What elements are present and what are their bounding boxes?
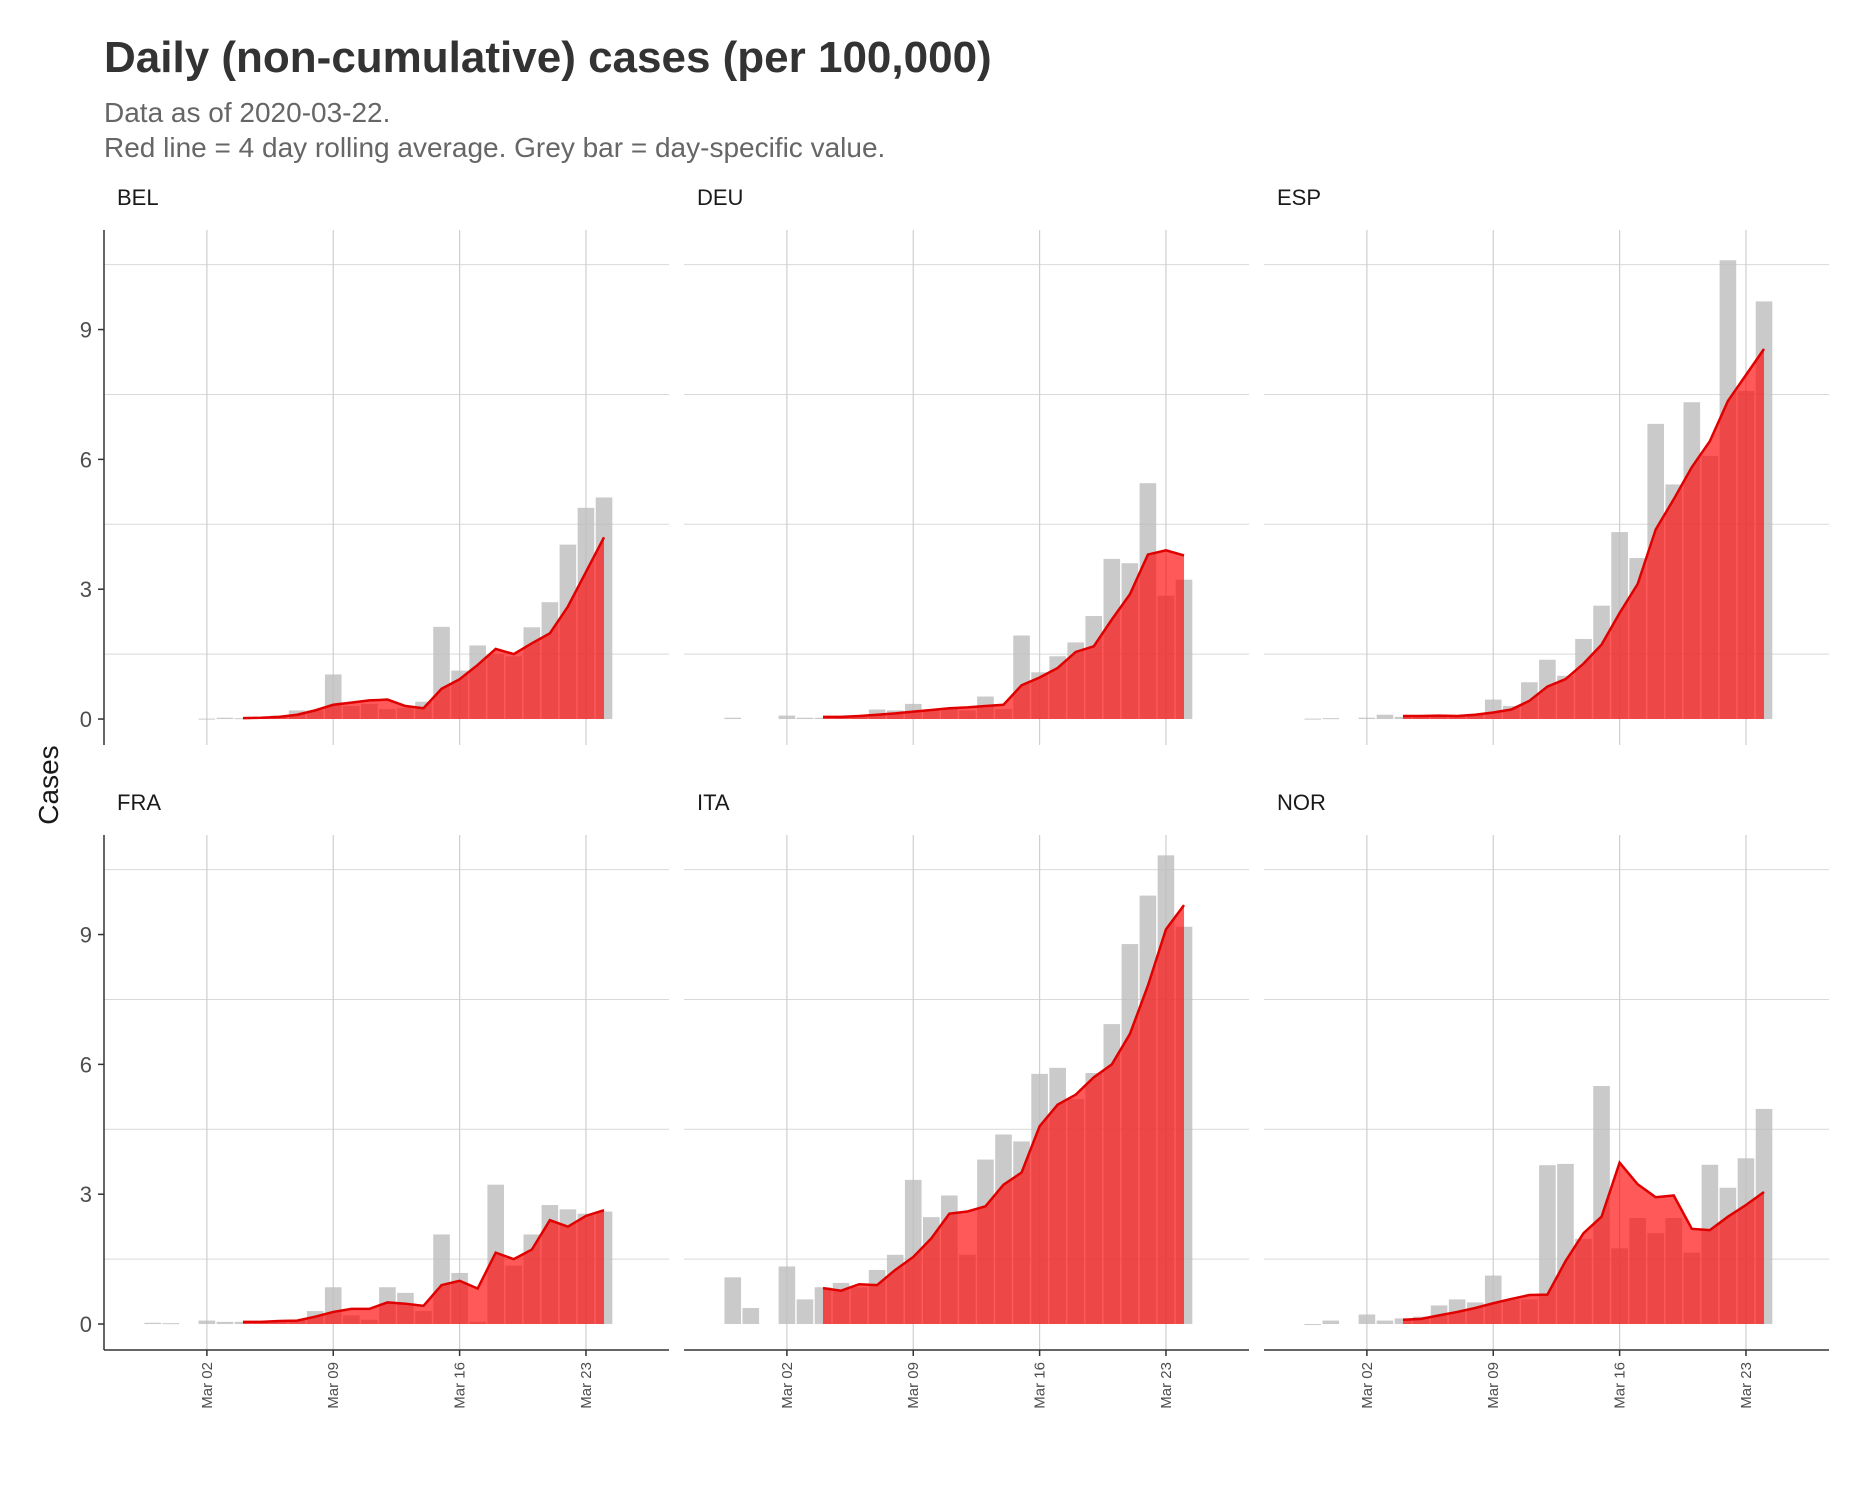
bar: [778, 715, 796, 720]
x-tick-label: Mar 16: [1612, 1362, 1629, 1409]
bar: [742, 1308, 760, 1325]
panel-esp: ESP: [1264, 185, 1829, 745]
x-tick-label: Mar 09: [325, 1362, 342, 1409]
bar: [1322, 1320, 1340, 1325]
x-tick-label: Mar 16: [452, 1362, 469, 1409]
bar: [1376, 1320, 1394, 1325]
bar: [796, 717, 814, 720]
rolling-average-line: [1402, 348, 1766, 718]
bar: [778, 1266, 796, 1325]
bar: [1376, 714, 1394, 720]
rolling-average-line: [822, 548, 1185, 719]
bar: [724, 717, 742, 720]
panel-title-ita: ITA: [697, 790, 730, 815]
bar: [198, 718, 216, 720]
rolling-average-area: [1402, 1162, 1765, 1325]
x-tick-label: Mar 09: [905, 1362, 922, 1409]
rolling-average-area: [1402, 349, 1765, 720]
x-tick-label: Mar 16: [1032, 1362, 1049, 1409]
rolling-average-line: [242, 536, 606, 720]
y-tick-label: 0: [80, 1312, 92, 1337]
x-tick-label: Mar 23: [1738, 1362, 1755, 1409]
bar: [1322, 718, 1340, 720]
x-tick-label: Mar 02: [779, 1362, 796, 1409]
rolling-average-line: [822, 904, 1186, 1292]
panel-nor: NOR Mar 02 Mar 09 Mar 16 Mar 23: [1264, 790, 1829, 1409]
panels: BEL 0 3 6 9 DEU ESP FRA 0 3 6 9 Mar 02 Mar 09 Mar 16 Ma…: [80, 185, 1829, 1409]
panel-title-esp: ESP: [1277, 185, 1321, 210]
rolling-average-area: [822, 550, 1185, 720]
rolling-average-area: [822, 905, 1185, 1325]
y-tick-label: 6: [80, 1052, 92, 1077]
y-tick-label: 3: [80, 577, 92, 602]
panel-ita: ITA Mar 02 Mar 09 Mar 16 Mar 23: [684, 790, 1249, 1409]
bar: [1304, 718, 1322, 720]
bar: [144, 1322, 162, 1325]
panel-title-bel: BEL: [117, 185, 159, 210]
bar: [1304, 1324, 1322, 1326]
bar: [198, 1320, 216, 1325]
rolling-average-area: [242, 1210, 605, 1325]
chart-subtitle-line-1: Data as of 2020-03-22.: [104, 97, 390, 128]
panel-title-fra: FRA: [117, 790, 161, 815]
x-tick-label: Mar 23: [1158, 1362, 1175, 1409]
panel-title-nor: NOR: [1277, 790, 1326, 815]
x-tick-label: Mar 02: [199, 1362, 216, 1409]
chart-title: Daily (non-cumulative) cases (per 100,00…: [104, 33, 992, 82]
bar: [216, 1321, 234, 1325]
panel-deu: DEU: [684, 185, 1249, 745]
panel-title-deu: DEU: [697, 185, 743, 210]
bar: [724, 1277, 742, 1325]
rolling-average-line: [1402, 1160, 1765, 1321]
panel-fra: FRA 0 3 6 9 Mar 02 Mar 09 Mar 16 Mar 23: [80, 790, 669, 1409]
bar: [216, 717, 234, 720]
x-tick-label: Mar 09: [1485, 1362, 1502, 1409]
rolling-average-line: [242, 1209, 605, 1324]
y-tick-label: 6: [80, 447, 92, 472]
x-tick-label: Mar 23: [578, 1362, 595, 1409]
y-tick-label: 9: [80, 318, 92, 343]
bar: [162, 1323, 180, 1325]
chart-subtitle-line-2: Red line = 4 day rolling average. Grey b…: [104, 132, 885, 163]
y-tick-label: 9: [80, 923, 92, 948]
y-axis-label: Cases: [33, 745, 64, 824]
y-tick-label: 0: [80, 707, 92, 732]
bar: [796, 1299, 814, 1325]
rolling-average-area: [242, 537, 605, 720]
x-tick-label: Mar 02: [1359, 1362, 1376, 1409]
y-tick-label: 3: [80, 1182, 92, 1207]
bar: [1358, 717, 1376, 720]
bar: [1358, 1314, 1376, 1325]
panel-bel: BEL 0 3 6 9: [80, 185, 669, 745]
